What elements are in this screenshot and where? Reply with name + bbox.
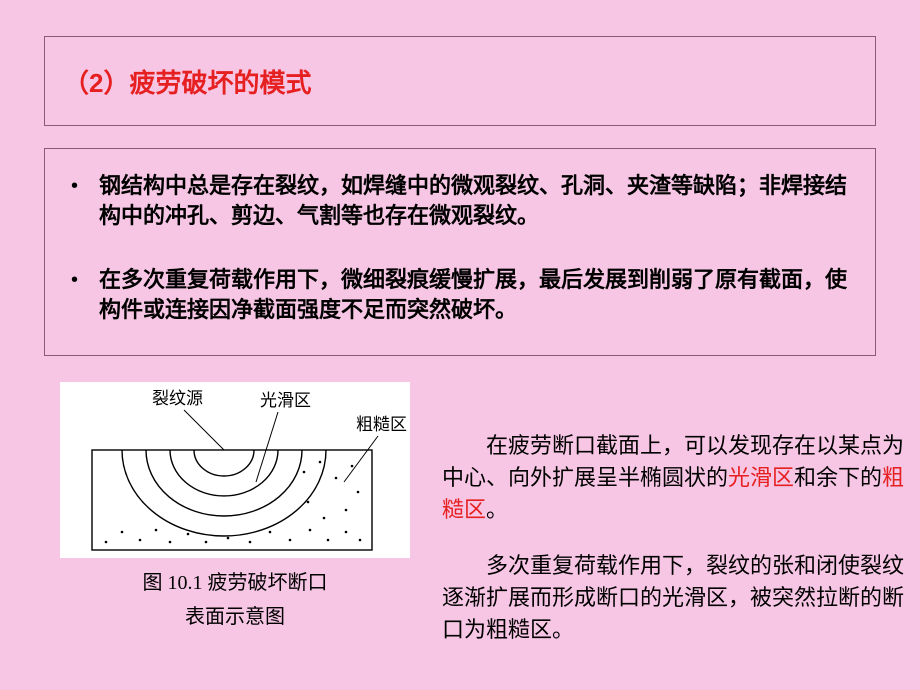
title-panel: （2）疲劳破坏的模式 [44,36,876,126]
caption-line2: 表面示意图 [185,606,285,628]
fracture-diagram: 裂纹源 光滑区粗糙区 [60,382,410,558]
bullet-text: 钢结构中总是存在裂纹，如焊缝中的微观裂纹、孔洞、夹渣等缺陷；非焊接结构中的冲孔、… [99,171,855,231]
paragraph-1: 在疲劳断口截面上，可以发现存在以某点为中心、向外扩展呈半椭圆状的光滑区和余下的粗… [442,430,918,526]
description: 在疲劳断口截面上，可以发现存在以某点为中心、向外扩展呈半椭圆状的光滑区和余下的粗… [442,430,918,670]
list-item: • 在多次重复荷载作用下，微细裂痕缓慢扩展，最后发展到削弱了原有截面，使构件或连… [65,265,855,325]
figure: 裂纹源 光滑区粗糙区 图 10.1 疲劳破坏断口 表面示意图 [60,382,410,634]
page-title: （2）疲劳破坏的模式 [63,63,311,100]
caption-line1: 图 10.1 疲劳破坏断口 [143,572,328,594]
svg-text:粗糙区: 粗糙区 [356,415,407,434]
paragraph-2: 多次重复荷载作用下，裂纹的张和闭使裂纹逐渐扩展而形成断口的光滑区，被突然拉断的断… [442,550,918,646]
figure-caption: 图 10.1 疲劳破坏断口 表面示意图 [60,566,410,634]
list-item: • 钢结构中总是存在裂纹，如焊缝中的微观裂纹、孔洞、夹渣等缺陷；非焊接结构中的冲… [65,171,855,231]
highlight-smooth: 光滑区 [728,465,794,490]
svg-text:光滑区: 光滑区 [260,391,311,410]
svg-text:裂纹源: 裂纹源 [152,389,203,408]
bullet-icon: • [65,265,99,325]
bullet-panel: • 钢结构中总是存在裂纹，如焊缝中的微观裂纹、孔洞、夹渣等缺陷；非焊接结构中的冲… [44,148,876,356]
bullet-icon: • [65,171,99,231]
bullet-text: 在多次重复荷载作用下，微细裂痕缓慢扩展，最后发展到削弱了原有截面，使构件或连接因… [99,265,855,325]
